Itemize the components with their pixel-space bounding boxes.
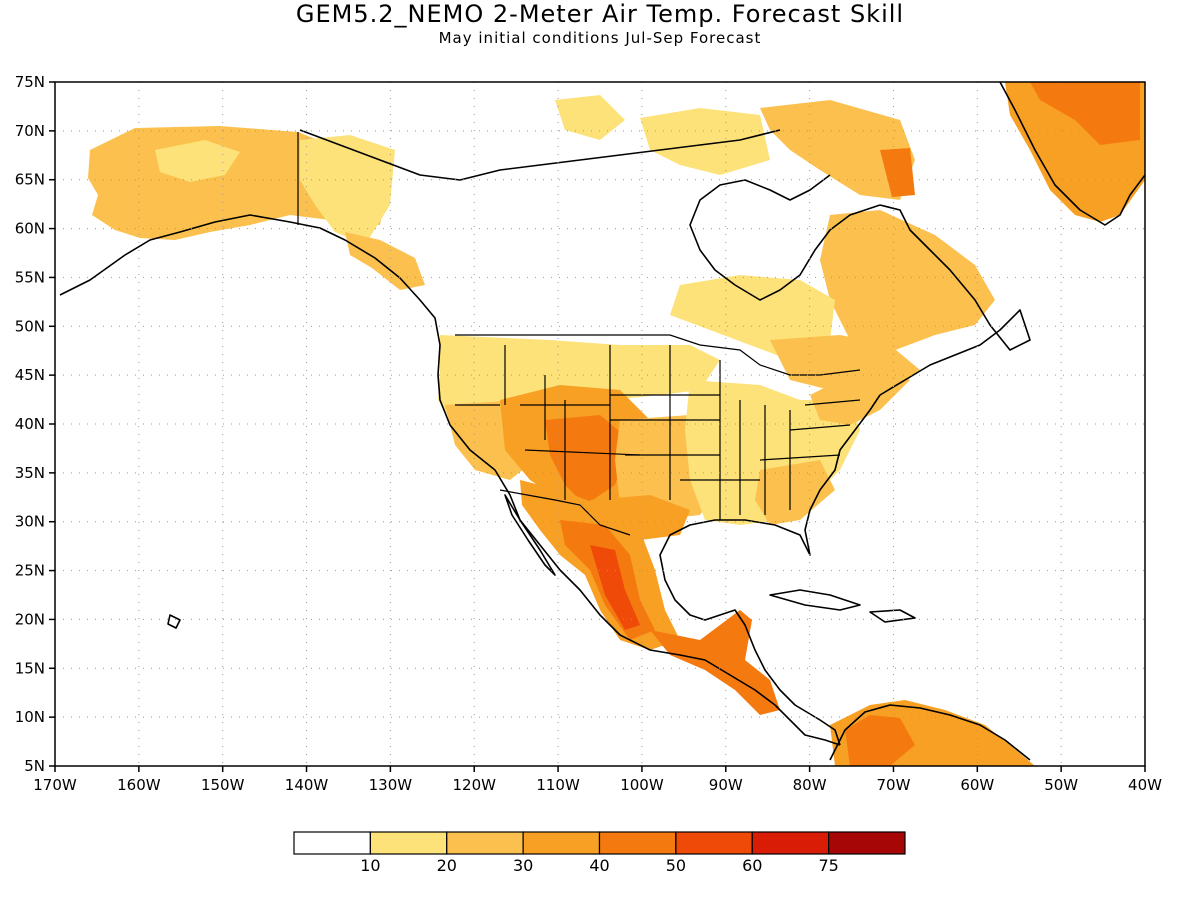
lon-tick-label: 70W	[877, 776, 911, 794]
border-states-central	[610, 345, 760, 520]
skill-region-bc-coast	[345, 232, 425, 290]
skill-shading-layer	[88, 82, 1145, 766]
skill-region-southeast	[755, 460, 835, 525]
lon-tick-label: 90W	[709, 776, 743, 794]
colorbar-swatch	[369, 831, 448, 855]
lat-tick-label: 35N	[15, 464, 45, 482]
map-subtitle: May initial conditions Jul-Sep Forecast	[438, 29, 762, 47]
lon-tick-label: 100W	[620, 776, 664, 794]
coastline-arctic	[299, 129, 781, 181]
skill-region-south-america-hot	[845, 715, 915, 766]
lon-tick-label: 140W	[285, 776, 329, 794]
colorbar-swatch	[675, 831, 753, 855]
colorbar-label: 50	[666, 856, 686, 875]
lon-tick-label: 80W	[793, 776, 827, 794]
coastline-layer	[59, 82, 1145, 761]
graticule-layer	[55, 82, 1145, 766]
lat-tick-label: 20N	[15, 610, 45, 628]
lat-tick-label: 50N	[15, 317, 45, 335]
skill-region-yukon	[300, 135, 395, 245]
skill-region-baffin-hot	[880, 148, 915, 197]
coastline-hawaii	[167, 614, 181, 629]
colorbar-swatch	[751, 831, 830, 855]
colorbar-label: 10	[360, 856, 380, 875]
skill-colorbar: 10 20 30 40 50 60 75	[293, 831, 906, 875]
lat-tick-label: 25N	[15, 562, 45, 580]
lon-tick-label: 40W	[1128, 776, 1162, 794]
colorbar-swatch	[293, 831, 371, 855]
border-us-mexico	[499, 489, 631, 536]
coastline-northeast	[879, 204, 1031, 396]
coastline-north-america	[59, 214, 841, 746]
coastline-hispaniola	[869, 609, 916, 623]
lat-tick-label: 15N	[15, 659, 45, 677]
border-states-east	[739, 399, 861, 515]
colorbar-label: 40	[589, 856, 609, 875]
coastline-baja	[504, 494, 556, 576]
colorbar-label: 75	[818, 856, 838, 875]
lat-tick-label: 40N	[15, 415, 45, 433]
lat-tick-label: 45N	[15, 366, 45, 384]
skill-region-arctic-islands-2	[640, 108, 770, 175]
lon-tick-label: 160W	[117, 776, 161, 794]
border-states-west	[455, 345, 641, 500]
lon-tick-label: 60W	[960, 776, 994, 794]
lat-tick-label: 60N	[15, 220, 45, 238]
lon-tick-label: 170W	[33, 776, 77, 794]
lat-tick-label: 70N	[15, 122, 45, 140]
coastline-greenland	[999, 82, 1145, 226]
lat-tick-label: 5N	[24, 757, 45, 775]
lon-tick-label: 130W	[369, 776, 413, 794]
lat-tick-label: 65N	[15, 171, 45, 189]
colorbar-label: 30	[513, 856, 533, 875]
skill-region-greenland-hot	[1030, 82, 1140, 145]
skill-region-northeast	[810, 360, 910, 425]
coastline-cuba	[769, 589, 861, 611]
colorbar-swatch	[598, 831, 677, 855]
skill-region-four-corners	[545, 415, 630, 505]
colorbar-swatch	[828, 831, 906, 855]
lon-tick-label: 50W	[1044, 776, 1078, 794]
lat-tick-label: 75N	[15, 73, 45, 91]
axis-ticks-layer: 170W 160W 150W 140W 130W 120W 110W 100W 90W 80W 70…	[15, 73, 1162, 794]
colorbar-swatch	[446, 831, 524, 855]
map-title: GEM5.2_NEMO 2-Meter Air Temp. Forecast S…	[295, 0, 905, 28]
skill-region-baffin	[760, 100, 915, 200]
skill-region-arctic-islands	[555, 95, 625, 140]
coastline-south-america	[829, 704, 1031, 761]
lon-tick-label: 120W	[452, 776, 496, 794]
skill-region-central-america	[650, 610, 780, 715]
skill-region-alaska-inner	[155, 140, 240, 182]
coastline-hudson-bay	[689, 174, 881, 301]
colorbar-swatch	[522, 831, 601, 855]
colorbar-label: 60	[742, 856, 762, 875]
lon-tick-label: 150W	[201, 776, 245, 794]
coastline-gulf	[659, 394, 881, 746]
lon-tick-label: 110W	[536, 776, 580, 794]
lat-tick-label: 55N	[15, 268, 45, 286]
lat-tick-label: 10N	[15, 708, 45, 726]
lat-tick-label: 30N	[15, 513, 45, 531]
skill-region-mexico-core	[590, 545, 640, 630]
skill-region-labrador	[820, 210, 995, 352]
colorbar-label: 20	[437, 856, 457, 875]
